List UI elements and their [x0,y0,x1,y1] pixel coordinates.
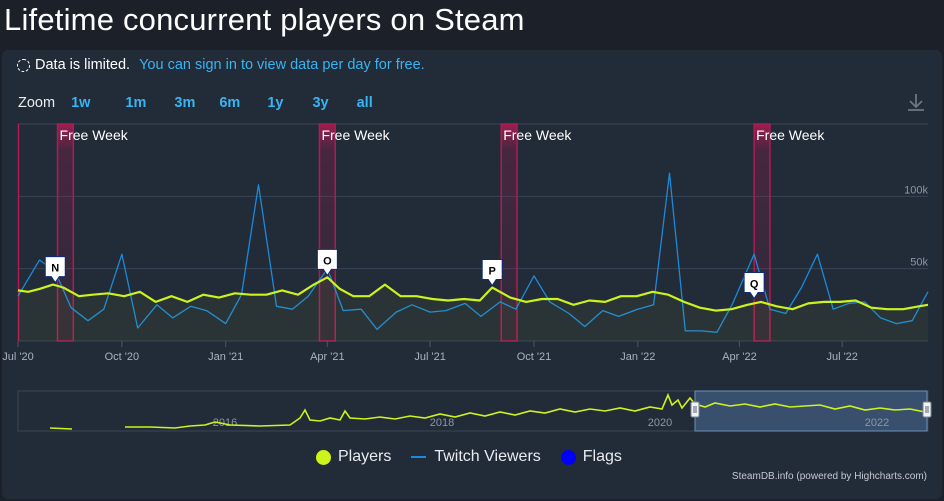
flag-shape [743,271,765,300]
zoom-button-1m[interactable]: 1m [125,95,147,111]
free-week-label: Free Week [60,127,129,143]
flag-shape [481,258,503,287]
free-week-label: Free Week [503,127,572,143]
navigator-year-label: 2022 [865,417,889,429]
notice-text: Data is limited. [35,57,131,73]
x-tick-label: Jul '21 [414,351,445,363]
zoom-button-6m[interactable]: 6m [219,95,241,111]
legend-twitch-label: Twitch Viewers [434,448,541,465]
y-tick-label: 100k [904,184,928,196]
x-tick-label: Jan '22 [620,351,655,363]
players-area [18,277,928,341]
chart-credits[interactable]: SteamDB.info (powered by Highcharts.com) [731,471,927,482]
handle-grip [922,401,932,418]
flag-marker: N [44,256,66,284]
flag-label: O [323,255,332,267]
page-title: Lifetime concurrent players on Steam [4,2,525,37]
zoom-button-1y[interactable]: 1y [267,95,284,111]
x-tick-label: Apr '21 [310,351,345,363]
flag-shape [44,256,66,284]
navigator-year-label: 2020 [648,417,672,429]
y-tick-label: 50k [910,257,928,269]
twitch-viewers-line [17,172,929,333]
zoom-button-all[interactable]: all [356,95,373,111]
x-tick-label: Jan '21 [208,351,243,363]
legend-item-players[interactable]: Players [316,448,391,466]
legend-players-label: Players [338,448,392,465]
chart-legend: Players Twitch Viewers Flags [316,446,642,468]
legend-item-twitch[interactable]: Twitch Viewers [411,448,541,466]
zoom-button-3y[interactable]: 3y [312,95,329,111]
flag-label: Q [750,278,759,290]
data-limited-notice: Data is limited. You can sign in to view… [17,57,425,73]
x-tick-label: Jul '20 [2,351,33,363]
x-tick-label: Apr '22 [722,351,757,363]
flag-marker: Q [743,271,765,300]
navigator-year-label: 2016 [213,417,237,429]
flag-shape [316,248,338,277]
legend-flags-label: Flags [582,448,622,465]
zoom-label: Zoom [18,95,56,111]
free-week-label: Free Week [756,127,825,143]
navigator-selection [694,390,928,432]
zoom-selector: Zoom 1w 1m 3m 6m 1y 3y all [18,94,373,112]
navigator-players-line [49,392,926,430]
players-line [17,276,929,312]
legend-item-flags[interactable]: Flags [560,448,622,466]
flag-label: N [51,263,59,275]
zoom-button-1w[interactable]: 1w [71,95,91,111]
twitch-legend-icon [411,456,427,458]
x-tick-label: Oct '20 [105,351,140,363]
handle-grip [690,401,700,418]
sign-in-link[interactable]: You can sign in to view data per day for… [139,57,425,73]
flags-legend-icon [560,449,576,465]
players-legend-icon [316,449,331,465]
flag-label: P [489,265,496,277]
x-tick-label: Jul '22 [826,351,857,363]
free-week-label: Free Week [321,127,390,143]
navigator-right-handle[interactable] [922,401,932,418]
navigator-left-handle[interactable] [690,401,700,418]
loading-spinner-icon [17,58,30,72]
flag-marker: P [481,258,503,287]
flag-marker: O [316,248,338,277]
x-tick-label: Oct '21 [517,351,552,363]
navigator-year-label: 2018 [430,417,454,429]
download-icon[interactable] [905,91,927,118]
zoom-button-3m[interactable]: 3m [174,95,196,111]
free-week-band [500,123,518,342]
